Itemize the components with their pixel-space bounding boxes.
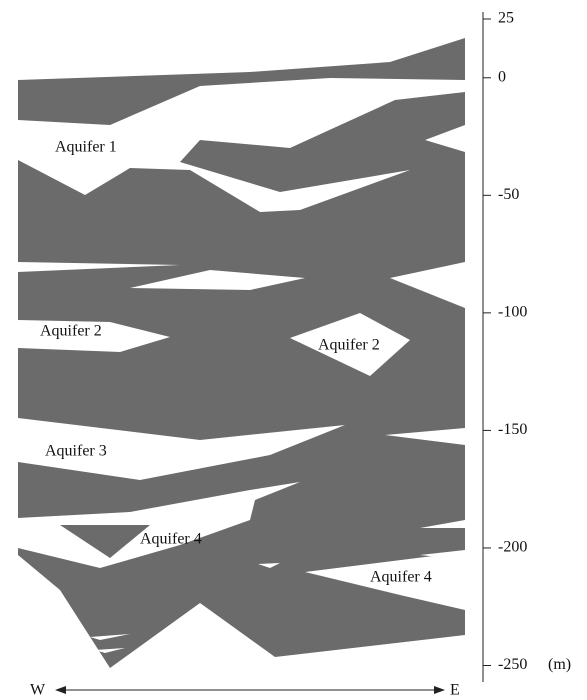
tick-label: -50 — [498, 186, 519, 203]
tick-label: 0 — [498, 68, 506, 85]
arrow-head — [434, 686, 445, 694]
tick-label: -100 — [498, 304, 527, 321]
tick-label: -150 — [498, 421, 527, 438]
aquifer-label: Aquifer 4 — [140, 531, 202, 548]
aquifer-label: Aquifer 3 — [45, 443, 107, 460]
unit-label: (m) — [548, 656, 571, 673]
aquifer-lenses — [18, 78, 465, 653]
tick-label: -200 — [498, 539, 527, 556]
aquifer-label: Aquifer 4 — [370, 569, 432, 586]
east-label: E — [450, 682, 460, 699]
tick-label: -250 — [498, 656, 527, 673]
aquifer-label: Aquifer 2 — [318, 337, 380, 354]
west-label: W — [30, 682, 46, 699]
aquifer-label: Aquifer 2 — [40, 323, 102, 340]
tick-label: 25 — [498, 10, 514, 27]
arrow-head — [55, 686, 66, 694]
aquifer-label: Aquifer 1 — [55, 139, 117, 156]
rock-body — [18, 38, 465, 668]
